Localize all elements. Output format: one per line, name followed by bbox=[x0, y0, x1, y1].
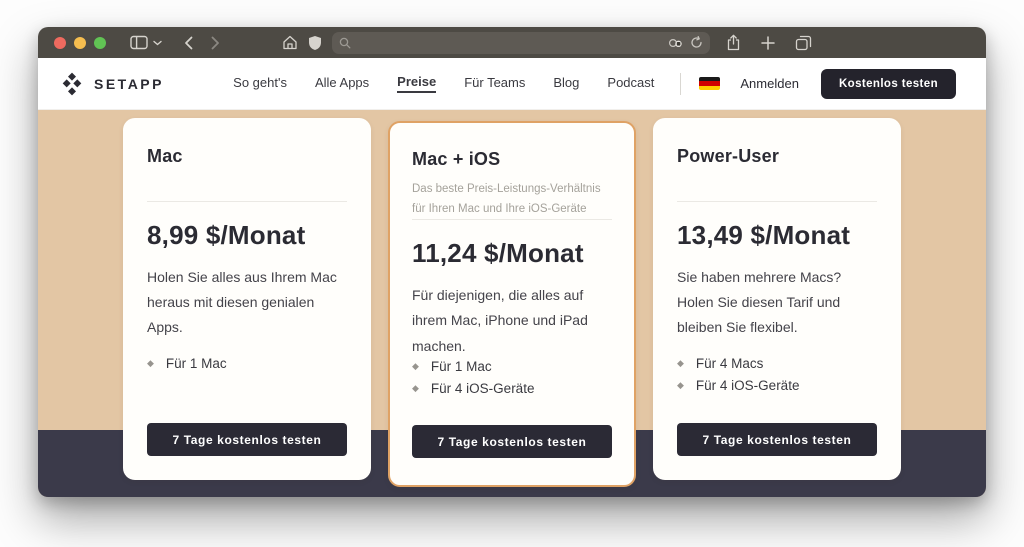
plan-title: Mac + iOS bbox=[412, 149, 501, 169]
pricing-card-mac: Mac 8,99 $/Monat Holen Sie alles aus Ihr… bbox=[123, 118, 371, 480]
setapp-logo-icon bbox=[62, 72, 82, 95]
diamond-bullet-icon: ◆ bbox=[677, 357, 684, 368]
plan-title: Power-User bbox=[677, 146, 780, 166]
forward-icon[interactable] bbox=[211, 36, 220, 50]
diamond-bullet-icon: ◆ bbox=[147, 357, 154, 368]
plan-description: Für diejenigen, die alles auf ihrem Mac,… bbox=[412, 287, 588, 354]
nav-link-alle-apps[interactable]: Alle Apps bbox=[314, 75, 370, 90]
browser-window: SETAPP So geht's Alle Apps Preise Für Te… bbox=[38, 27, 986, 497]
diamond-bullet-icon: ◆ bbox=[677, 379, 684, 390]
minimize-window-button[interactable] bbox=[74, 36, 86, 49]
plan-description: Sie haben mehrere Macs? Holen Sie diesen… bbox=[677, 269, 842, 336]
plan-price: 13,49 $/Monat bbox=[677, 220, 851, 250]
maximize-window-button[interactable] bbox=[94, 36, 106, 49]
plan-title: Mac bbox=[147, 146, 183, 166]
card-divider bbox=[677, 201, 877, 202]
plan-subtitle: Das beste Preis-Leistungs-Verhältnis für… bbox=[412, 183, 601, 216]
plan-price: 8,99 $/Monat bbox=[147, 220, 306, 250]
pricing-card-power-user: Power-User 13,49 $/Monat Sie haben mehre… bbox=[653, 118, 901, 480]
free-trial-header-button[interactable]: Kostenlos testen bbox=[820, 68, 956, 99]
nav-link-preise[interactable]: Preise bbox=[397, 74, 437, 93]
diamond-bullet-icon: ◆ bbox=[412, 360, 419, 371]
main-nav: So geht's Alle Apps Preise Für Teams Blo… bbox=[233, 74, 654, 93]
nav-link-f-r-teams[interactable]: Für Teams bbox=[464, 75, 526, 90]
feature-label: Für 4 iOS-Geräte bbox=[430, 380, 535, 396]
nav-link-podcast[interactable]: Podcast bbox=[607, 75, 655, 90]
trial-button[interactable]: 7 Tage kostenlos testen bbox=[147, 423, 347, 456]
feature-list: ◆ Für 4 Macs ◆ Für 4 iOS-Geräte bbox=[677, 352, 881, 396]
sidebar-icon[interactable] bbox=[130, 35, 148, 50]
feature-label: Für 1 Mac bbox=[165, 355, 227, 371]
feature-label: Für 4 Macs bbox=[695, 355, 764, 371]
trial-button[interactable]: 7 Tage kostenlos testen bbox=[412, 425, 612, 458]
german-flag-icon[interactable] bbox=[699, 77, 721, 90]
site-header: SETAPP So geht's Alle Apps Preise Für Te… bbox=[38, 58, 986, 110]
pricing-card-mac-ios: Mac + iOS Das beste Preis-Leistungs-Verh… bbox=[388, 121, 636, 487]
address-bar[interactable] bbox=[332, 31, 710, 54]
feature-label: Für 4 iOS-Geräte bbox=[695, 377, 800, 393]
share-icon[interactable] bbox=[726, 34, 741, 51]
shield-icon[interactable] bbox=[308, 35, 322, 51]
diamond-bullet-icon: ◆ bbox=[412, 382, 419, 393]
back-icon[interactable] bbox=[184, 36, 193, 50]
trial-button[interactable]: 7 Tage kostenlos testen bbox=[677, 423, 877, 456]
feature-item: ◆ Für 4 Macs bbox=[677, 352, 881, 374]
feature-item: ◆ Für 4 iOS-Geräte bbox=[412, 377, 614, 399]
nav-link-blog[interactable]: Blog bbox=[553, 75, 580, 90]
browser-titlebar bbox=[38, 27, 986, 58]
feature-list: ◆ Für 1 Mac bbox=[147, 352, 351, 374]
traffic-lights bbox=[54, 36, 106, 49]
reload-icon[interactable] bbox=[690, 36, 703, 49]
feature-item: ◆ Für 1 Mac bbox=[412, 355, 614, 377]
search-icon bbox=[339, 37, 351, 49]
feature-label: Für 1 Mac bbox=[430, 358, 492, 374]
tab-overview-icon[interactable] bbox=[795, 35, 812, 51]
setapp-logo[interactable]: SETAPP bbox=[60, 72, 164, 96]
plan-price: 11,24 $/Monat bbox=[412, 238, 584, 269]
feature-item: ◆ Für 4 iOS-Geräte bbox=[677, 374, 881, 396]
tab-badge-icon[interactable] bbox=[668, 38, 684, 48]
chevron-down-icon[interactable] bbox=[153, 40, 162, 46]
pricing-cards: Mac 8,99 $/Monat Holen Sie alles aus Ihr… bbox=[38, 110, 986, 487]
new-tab-icon[interactable] bbox=[761, 35, 775, 50]
close-window-button[interactable] bbox=[54, 36, 66, 49]
home-icon[interactable] bbox=[282, 35, 298, 50]
login-link[interactable]: Anmelden bbox=[740, 76, 799, 91]
pricing-page: Mac 8,99 $/Monat Holen Sie alles aus Ihr… bbox=[38, 110, 986, 497]
feature-list: ◆ Für 1 Mac ◆ Für 4 iOS-Geräte bbox=[412, 355, 614, 399]
plan-description: Holen Sie alles aus Ihrem Mac heraus mit… bbox=[147, 269, 337, 336]
brand-name: SETAPP bbox=[94, 75, 164, 92]
card-divider bbox=[412, 219, 612, 221]
nav-link-so-geht-s[interactable]: So geht's bbox=[233, 75, 287, 90]
header-divider bbox=[680, 72, 682, 95]
feature-item: ◆ Für 1 Mac bbox=[147, 352, 351, 374]
card-divider bbox=[147, 201, 347, 202]
